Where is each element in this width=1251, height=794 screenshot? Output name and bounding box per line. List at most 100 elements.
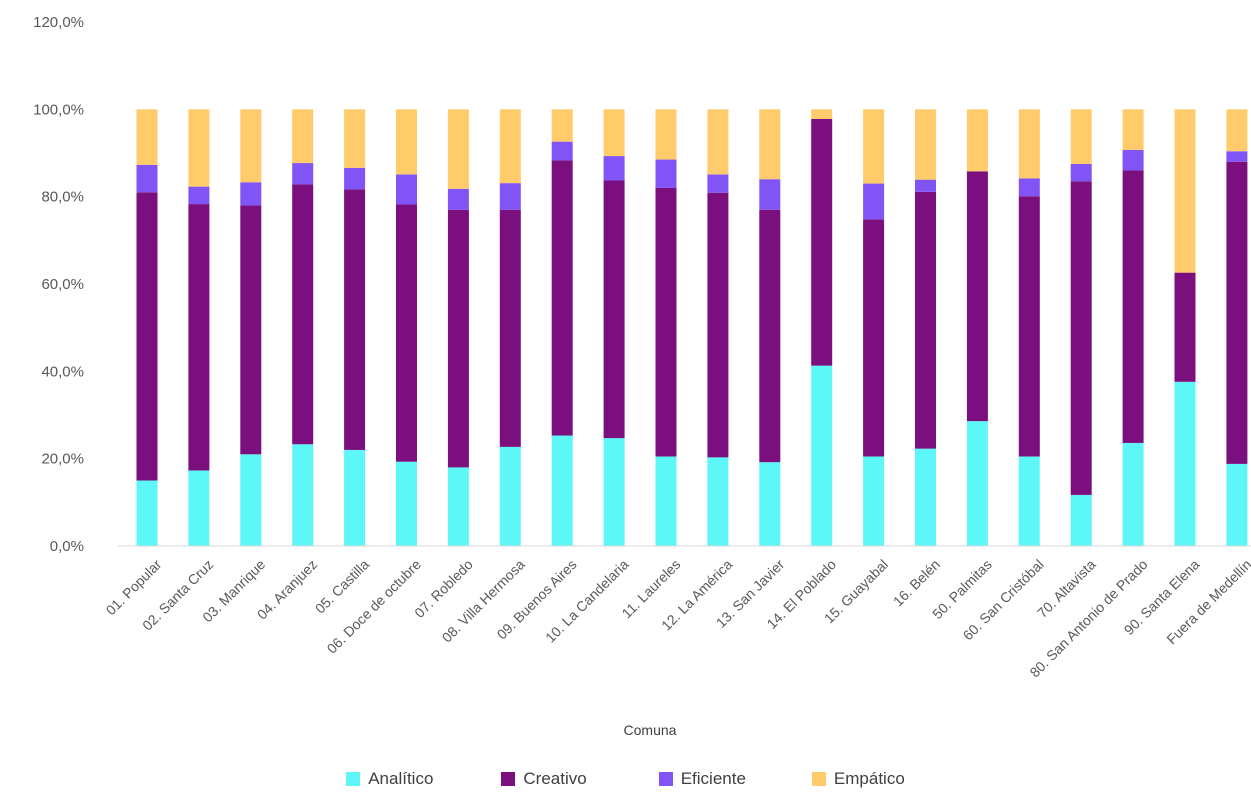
bar-segment (396, 109, 417, 175)
bar-segment (811, 109, 833, 119)
bar-segment (1122, 149, 1144, 171)
bar-segment (396, 461, 417, 546)
bar-segment (863, 183, 885, 220)
bar-segment (1018, 456, 1040, 546)
bar-segment (499, 109, 521, 184)
bar-segment (1226, 109, 1248, 152)
bar-segment (863, 219, 885, 457)
bar-segment (1174, 109, 1196, 273)
bar-segment (759, 462, 781, 546)
y-tick-label: 40,0% (41, 363, 84, 380)
legend-item: Empático (811, 764, 905, 794)
legend-item: Creativo (501, 764, 587, 794)
y-tick-label: 60,0% (41, 276, 84, 293)
bar-segment (136, 192, 158, 481)
bar-segment (707, 457, 729, 546)
bar-segment (551, 141, 573, 161)
bar-segment (707, 109, 729, 175)
bar-segment (551, 160, 573, 436)
bar-segment (1122, 442, 1144, 546)
bar-segment (863, 456, 885, 546)
legend-label: Eficiente (680, 769, 746, 788)
bar-segment (292, 184, 314, 445)
legend-swatch (811, 772, 826, 786)
bar-segment (344, 109, 366, 168)
y-tick-label: 120,0% (33, 14, 84, 31)
bar-segment (915, 448, 936, 546)
bar-segment (966, 109, 988, 172)
bar-segment (447, 188, 469, 210)
bar-segment (136, 164, 158, 193)
bar-segment (966, 421, 988, 546)
y-axis: 0,0% 20,0% 40,0% 60,0% 80,0% 100,0% 120,0% (33, 14, 84, 555)
bar-segment (811, 365, 833, 546)
bar-segment (655, 456, 677, 546)
bar-segment (1174, 272, 1196, 382)
bar-segment (188, 109, 210, 187)
y-tick-label: 100,0% (33, 101, 84, 118)
legend-swatch (346, 772, 361, 786)
x-tick-label: 16. Belén (890, 556, 943, 609)
y-tick-label: 0,0% (50, 538, 84, 555)
bar-segment (655, 159, 677, 188)
bar-segment (759, 209, 781, 463)
bar-segment (915, 109, 936, 180)
bar-segment (240, 205, 262, 455)
bar-segment (136, 109, 158, 165)
bar-segment (811, 118, 833, 366)
x-tick-label: 06. Doce de octubre (324, 556, 425, 657)
bar-segment (188, 204, 210, 471)
legend: Analítico Creativo Eficiente Empático (0, 764, 1251, 794)
legend-swatch (501, 772, 516, 786)
legend-swatch (658, 772, 673, 786)
bar-segment (759, 109, 781, 180)
legend-label: Analítico (368, 769, 434, 788)
bar-segment (966, 171, 988, 422)
bar-segment (551, 435, 573, 546)
bar-segment (1018, 178, 1040, 197)
bar-segment (447, 209, 469, 468)
bar-segment (915, 191, 936, 449)
legend-label: Creativo (523, 769, 587, 788)
legend-item: Analítico (346, 764, 433, 794)
bar-segment (499, 209, 521, 447)
legend-item: Eficiente (658, 764, 746, 794)
bar-segment (655, 187, 677, 457)
bar-segment (188, 470, 210, 546)
bar-segment (1226, 463, 1248, 546)
bar-segment (1070, 109, 1092, 164)
legend-label: Empático (833, 769, 905, 788)
bar-segment (707, 174, 729, 193)
bar-segment (447, 109, 469, 189)
y-tick-label: 20,0% (41, 451, 84, 468)
bar-segment (344, 449, 366, 546)
bar-segment (396, 174, 417, 205)
bar-segment (1226, 151, 1248, 162)
bar-segment (292, 444, 314, 546)
bar-segment (1174, 381, 1196, 546)
bar-segment (344, 189, 366, 450)
bar-segment (1018, 109, 1040, 179)
bar-segment (707, 192, 729, 458)
bar-segment (655, 109, 677, 160)
bar-segment (1122, 109, 1144, 150)
bar-segment (1070, 494, 1092, 546)
bar-segment (499, 446, 521, 546)
bar-segment (1070, 181, 1092, 495)
bar-segment (1018, 196, 1040, 457)
bar-segment (603, 109, 625, 157)
bar-segment (292, 163, 314, 185)
bar-segment (240, 109, 262, 183)
bar-segment (603, 156, 625, 181)
bar-segment (396, 204, 417, 462)
bar-segment (344, 167, 366, 190)
bar-segment (603, 438, 625, 546)
bar-segment (915, 179, 936, 192)
bar-segment (1070, 163, 1092, 182)
bar-segment (499, 183, 521, 210)
x-axis-title: Comuna (624, 722, 677, 738)
bar-stacks (136, 109, 1248, 546)
bar-segment (1226, 161, 1248, 464)
bar-segment (603, 180, 625, 439)
